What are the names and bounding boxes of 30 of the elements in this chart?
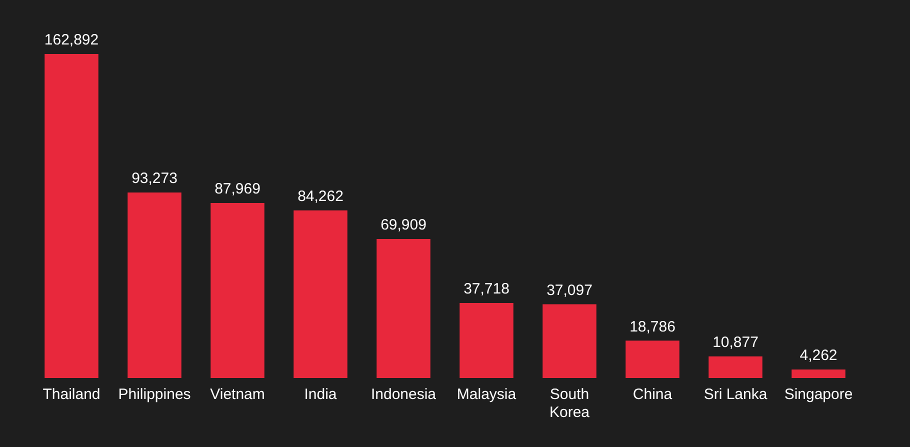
x-tick-label: Indonesia: [370, 386, 437, 404]
x-tick-label: Philippines: [118, 386, 191, 404]
x-tick-label: Malaysia: [456, 386, 517, 404]
data-label: 69,909: [380, 216, 426, 234]
x-tick-label: Sri Lanka: [704, 386, 768, 404]
bar: [542, 304, 596, 378]
bar: [44, 54, 98, 378]
data-label: 93,273: [132, 170, 178, 188]
data-label: 87,969: [214, 180, 260, 198]
bar: [708, 356, 762, 378]
data-label: 4,262: [800, 347, 838, 364]
data-label: 10,877: [712, 334, 758, 352]
bar: [460, 302, 514, 378]
data-label: 37,097: [546, 282, 592, 299]
bar: [792, 370, 846, 378]
data-label: 162,892: [44, 32, 99, 49]
bar: [294, 210, 348, 378]
bar: [376, 238, 430, 378]
x-tick-label: India: [304, 386, 338, 404]
data-label: 37,718: [464, 280, 510, 298]
x-tick-label: South Korea: [549, 386, 590, 422]
data-label: 84,262: [298, 188, 344, 206]
bar: [128, 192, 182, 378]
x-tick-label: Singapore: [784, 386, 853, 404]
bar: [210, 203, 264, 378]
x-tick-label: China: [632, 386, 673, 404]
x-tick-label: Vietnam: [210, 386, 265, 404]
bar: [626, 340, 680, 378]
x-tick-label: Thailand: [42, 386, 100, 404]
data-label: 18,786: [630, 318, 676, 336]
